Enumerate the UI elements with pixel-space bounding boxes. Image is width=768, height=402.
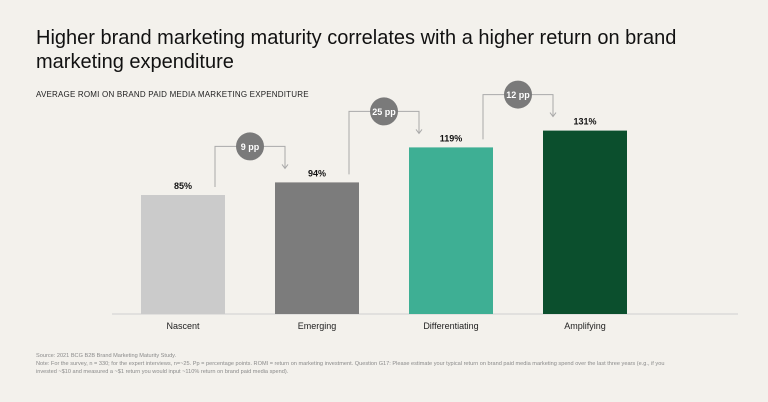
value-label: 85% xyxy=(174,181,192,191)
chart-subtitle: AVERAGE ROMI ON BRAND PAID MEDIA MARKETI… xyxy=(36,90,309,99)
bar-differentiating xyxy=(409,147,493,314)
category-label: Amplifying xyxy=(564,321,606,331)
difference-label: 12 pp xyxy=(506,90,530,100)
bar-nascent xyxy=(141,195,225,314)
category-label: Nascent xyxy=(166,321,200,331)
category-label: Differentiating xyxy=(423,321,478,331)
value-label: 131% xyxy=(573,117,596,127)
bar-emerging xyxy=(275,182,359,314)
bar-amplifying xyxy=(543,130,627,314)
value-label: 119% xyxy=(440,133,463,143)
connector-arrow-icon xyxy=(281,164,289,170)
connector-arrow-icon xyxy=(549,112,557,118)
difference-badge xyxy=(504,80,532,109)
note-line: Note: For the survey, n = 330; for the e… xyxy=(36,361,665,367)
note-line-continued: invested ~$10 and measured a ~$1 return … xyxy=(36,369,289,375)
difference-badge xyxy=(370,97,398,126)
source-note: Source: 2021 BCG B2B Brand Marketing Mat… xyxy=(36,352,736,376)
value-label: 94% xyxy=(308,168,326,178)
difference-label: 25 pp xyxy=(372,107,396,117)
source-line: Source: 2021 BCG B2B Brand Marketing Mat… xyxy=(36,353,177,359)
difference-badge xyxy=(236,132,264,161)
category-label: Emerging xyxy=(298,321,337,331)
connector-arrow-icon xyxy=(415,129,423,135)
difference-label: 9 pp xyxy=(241,142,260,152)
chart-title: Higher brand marketing maturity correlat… xyxy=(36,27,677,73)
